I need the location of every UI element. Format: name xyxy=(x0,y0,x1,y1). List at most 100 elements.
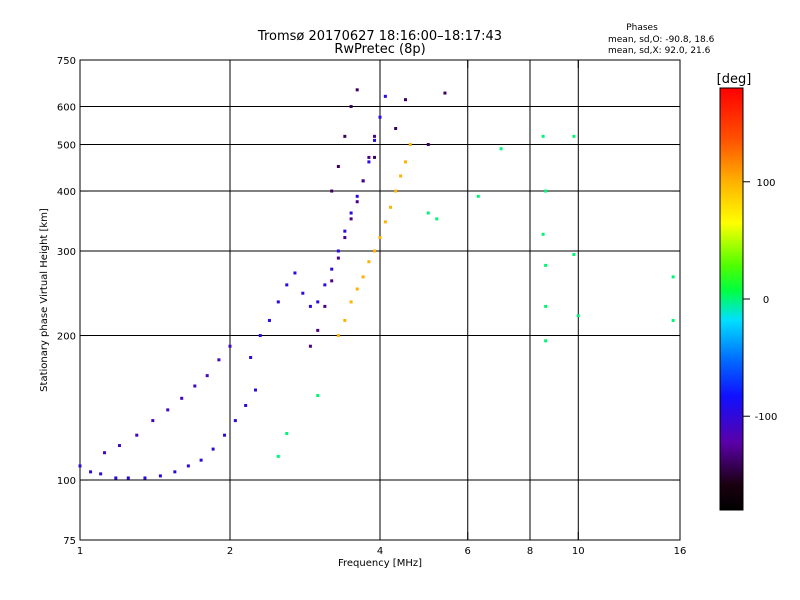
data-point xyxy=(99,472,103,476)
data-point xyxy=(336,256,340,260)
data-point xyxy=(223,433,227,437)
data-point xyxy=(476,194,480,198)
data-point xyxy=(180,396,184,400)
data-point xyxy=(343,229,347,233)
stats-heading: Phases xyxy=(626,23,658,33)
stats-o-mode: mean, sd,O: -90.8, 18.6 xyxy=(608,35,715,45)
data-point xyxy=(403,98,407,102)
data-point xyxy=(211,447,215,451)
data-point xyxy=(361,275,365,279)
data-point xyxy=(199,458,203,462)
data-point xyxy=(399,174,403,178)
data-point xyxy=(373,249,377,253)
x-tick-label: 16 xyxy=(674,546,687,557)
data-point xyxy=(394,126,398,130)
data-point xyxy=(158,474,162,478)
x-tick-label: 8 xyxy=(527,546,533,557)
data-point xyxy=(373,138,377,142)
data-point xyxy=(166,408,170,412)
data-point xyxy=(383,94,387,98)
data-point xyxy=(316,328,320,332)
data-point xyxy=(383,220,387,224)
x-tick-label: 2 xyxy=(227,546,233,557)
data-point xyxy=(308,344,312,348)
data-point xyxy=(186,464,190,468)
data-point xyxy=(443,91,447,95)
x-tick-label: 1 xyxy=(77,546,83,557)
x-tick-label: 10 xyxy=(572,546,585,557)
data-point xyxy=(671,318,675,322)
x-axis-label: Frequency [MHz] xyxy=(338,558,422,569)
y-tick-label: 750 xyxy=(57,56,76,67)
data-point xyxy=(285,432,289,436)
data-point xyxy=(308,304,312,308)
data-point xyxy=(576,314,580,318)
data-point xyxy=(78,464,82,468)
data-point xyxy=(233,419,237,423)
data-point xyxy=(301,291,305,295)
data-point xyxy=(135,433,139,437)
data-point xyxy=(249,355,253,359)
data-point xyxy=(373,155,377,159)
colorbar-tick-label: 0 xyxy=(763,295,769,306)
data-point xyxy=(367,160,371,164)
data-point xyxy=(330,189,334,193)
data-point xyxy=(541,134,545,138)
data-point xyxy=(394,189,398,193)
data-point xyxy=(572,134,576,138)
colorbar-label: [deg] xyxy=(717,72,752,87)
y-tick-label: 600 xyxy=(57,103,76,114)
data-point xyxy=(355,194,359,198)
grid-layer xyxy=(80,60,680,540)
data-point xyxy=(336,249,340,253)
data-point xyxy=(228,344,232,348)
chart-title: Tromsø 20170627 18:16:00–18:17:43 xyxy=(257,29,502,44)
data-point xyxy=(193,384,197,388)
data-point xyxy=(330,267,334,271)
data-point xyxy=(126,476,130,480)
y-tick-label: 200 xyxy=(57,332,76,343)
chart-subtitle: RwPretec (8p) xyxy=(334,42,425,57)
colorbar xyxy=(719,87,744,511)
data-point xyxy=(285,283,289,287)
data-point xyxy=(349,217,353,221)
data-point xyxy=(343,318,347,322)
data-point xyxy=(267,318,271,322)
data-point xyxy=(435,217,439,221)
data-point xyxy=(244,403,248,407)
data-point xyxy=(355,88,359,92)
data-point xyxy=(316,300,320,304)
data-point xyxy=(403,160,407,164)
stats-x-mode: mean, sd,X: 92.0, 21.6 xyxy=(608,46,711,56)
data-point xyxy=(276,454,280,458)
data-point xyxy=(355,287,359,291)
data-point xyxy=(117,444,121,448)
data-point xyxy=(343,236,347,240)
x-tick-label: 6 xyxy=(465,546,471,557)
data-point xyxy=(330,279,334,283)
data-point xyxy=(408,143,412,147)
data-point xyxy=(544,339,548,343)
data-point xyxy=(349,211,353,215)
data-point xyxy=(253,388,257,392)
data-point xyxy=(378,115,382,119)
y-tick-label: 300 xyxy=(57,247,76,258)
y-tick-label: 75 xyxy=(63,536,76,547)
data-point xyxy=(544,304,548,308)
data-point xyxy=(336,164,340,168)
y-tick-label: 400 xyxy=(57,187,76,198)
data-point xyxy=(316,394,320,398)
y-tick-label: 100 xyxy=(57,476,76,487)
data-point xyxy=(276,300,280,304)
data-point xyxy=(355,200,359,204)
data-point xyxy=(671,275,675,279)
data-point xyxy=(541,232,545,236)
y-tick-label: 500 xyxy=(57,141,76,152)
data-point xyxy=(293,271,297,275)
data-point xyxy=(205,374,209,378)
data-point xyxy=(361,179,365,183)
data-point xyxy=(572,253,576,257)
colorbar-tick-label: -100 xyxy=(755,412,778,423)
y-axis-label: Stationary phase Virtual Height [km] xyxy=(39,208,50,392)
